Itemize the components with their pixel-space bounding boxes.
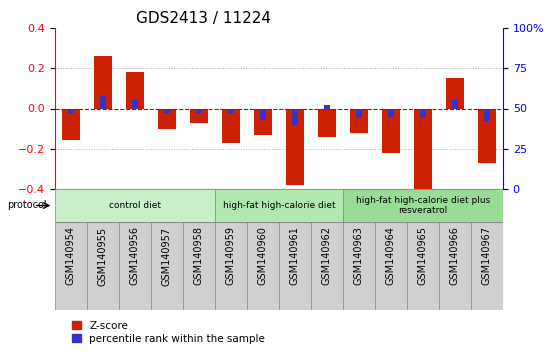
Text: GSM140954: GSM140954	[66, 227, 76, 285]
Bar	[388, 108, 394, 116]
Bar	[151, 222, 183, 310]
Bar	[247, 222, 279, 310]
Text: GSM140964: GSM140964	[386, 227, 396, 285]
Text: GSM140962: GSM140962	[322, 227, 332, 285]
Text: GSM140966: GSM140966	[450, 227, 460, 285]
Bar	[279, 222, 311, 310]
Bar	[132, 101, 138, 108]
Text: GSM140965: GSM140965	[418, 227, 428, 285]
Bar	[446, 78, 464, 108]
Bar	[215, 222, 247, 310]
Bar	[324, 105, 330, 108]
Bar	[286, 108, 304, 185]
Text: GSM140957: GSM140957	[162, 227, 172, 286]
Bar	[183, 222, 215, 310]
Bar	[382, 108, 400, 153]
Bar	[55, 189, 215, 222]
Bar	[100, 96, 106, 108]
Bar	[350, 108, 368, 133]
Bar	[375, 222, 407, 310]
Text: GSM140958: GSM140958	[194, 227, 204, 285]
Bar	[228, 108, 234, 113]
Bar	[62, 108, 80, 140]
Bar	[452, 101, 458, 108]
Text: GSM140960: GSM140960	[258, 227, 268, 285]
Text: GSM140959: GSM140959	[226, 227, 236, 285]
Bar	[68, 108, 74, 113]
Text: protocol: protocol	[7, 200, 47, 211]
Bar	[414, 108, 432, 189]
Bar	[420, 108, 426, 118]
Bar	[190, 108, 208, 122]
Text: high-fat high-calorie diet plus
resveratrol: high-fat high-calorie diet plus resverat…	[356, 196, 490, 215]
Text: GSM140955: GSM140955	[98, 227, 108, 286]
Bar	[196, 108, 202, 113]
Text: GSM140961: GSM140961	[290, 227, 300, 285]
Bar	[343, 189, 503, 222]
Bar	[55, 222, 87, 310]
Bar	[222, 108, 240, 143]
Bar	[254, 108, 272, 135]
Bar	[356, 108, 362, 118]
Bar	[215, 189, 343, 222]
Bar	[292, 108, 298, 125]
Bar	[311, 222, 343, 310]
Bar	[94, 56, 112, 108]
Bar	[439, 222, 471, 310]
Bar	[158, 108, 176, 129]
Text: high-fat high-calorie diet: high-fat high-calorie diet	[223, 201, 335, 210]
Bar	[471, 222, 503, 310]
Text: control diet: control diet	[109, 201, 161, 210]
Bar	[126, 72, 144, 108]
Bar	[407, 222, 439, 310]
Bar	[343, 222, 375, 310]
Text: GSM140967: GSM140967	[482, 227, 492, 285]
Bar	[119, 222, 151, 310]
Bar	[87, 222, 119, 310]
Text: GSM140963: GSM140963	[354, 227, 364, 285]
Bar	[318, 108, 336, 137]
Text: GSM140956: GSM140956	[130, 227, 140, 285]
Bar	[260, 108, 266, 120]
Bar	[164, 108, 170, 113]
Legend: Z-score, percentile rank within the sample: Z-score, percentile rank within the samp…	[71, 320, 266, 345]
Bar	[478, 108, 496, 163]
Text: GDS2413 / 11224: GDS2413 / 11224	[136, 11, 271, 26]
Bar	[484, 108, 490, 121]
